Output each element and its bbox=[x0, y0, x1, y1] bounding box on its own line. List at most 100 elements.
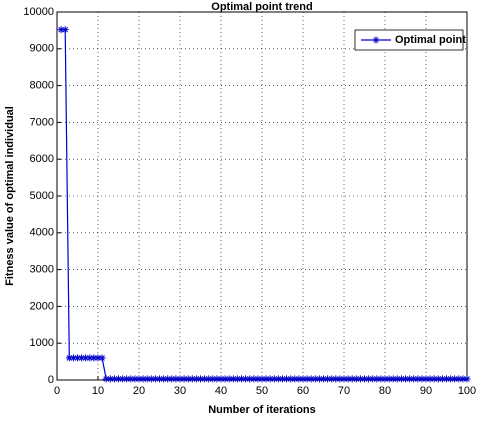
data-marker bbox=[57, 26, 65, 34]
data-marker bbox=[98, 354, 106, 362]
data-marker bbox=[352, 375, 360, 383]
x-tick-label: 60 bbox=[297, 385, 309, 397]
data-marker bbox=[65, 354, 73, 362]
data-marker bbox=[102, 375, 110, 383]
data-marker bbox=[311, 375, 319, 383]
data-marker bbox=[356, 375, 364, 383]
data-marker bbox=[320, 375, 327, 383]
data-marker bbox=[414, 375, 422, 383]
data-marker bbox=[393, 375, 401, 383]
data-marker bbox=[250, 375, 258, 383]
data-marker bbox=[270, 375, 278, 383]
y-tick-label: 7000 bbox=[30, 116, 54, 128]
data-marker bbox=[184, 375, 192, 383]
data-marker bbox=[147, 375, 155, 383]
data-marker bbox=[168, 375, 176, 383]
data-marker bbox=[295, 375, 303, 383]
data-marker bbox=[213, 375, 221, 383]
data-marker bbox=[217, 375, 225, 383]
data-marker bbox=[156, 375, 163, 383]
data-marker bbox=[315, 375, 323, 383]
data-marker bbox=[406, 375, 414, 383]
y-axis-label: Fitness value of optimal individual bbox=[4, 106, 16, 286]
x-tick-label: 20 bbox=[133, 385, 145, 397]
data-marker bbox=[123, 375, 131, 383]
y-tick-label: 2000 bbox=[30, 300, 54, 312]
data-marker bbox=[451, 375, 459, 383]
data-marker bbox=[69, 354, 77, 362]
y-tick-label: 0 bbox=[48, 374, 54, 386]
data-marker bbox=[233, 375, 241, 383]
legend-marker bbox=[372, 36, 380, 44]
legend-box bbox=[354, 29, 464, 51]
x-tick-label: 50 bbox=[256, 385, 268, 397]
data-marker bbox=[131, 375, 139, 383]
data-marker bbox=[365, 375, 373, 383]
y-tick-label: 4000 bbox=[30, 227, 54, 239]
data-marker bbox=[110, 375, 118, 383]
data-marker bbox=[274, 375, 282, 383]
data-marker bbox=[139, 375, 147, 383]
data-marker bbox=[369, 375, 377, 383]
data-marker bbox=[164, 375, 172, 383]
legend-label: Optimal point bbox=[395, 34, 466, 46]
data-marker bbox=[246, 375, 254, 383]
y-tick-label: 3000 bbox=[30, 264, 54, 276]
data-marker bbox=[176, 375, 184, 383]
data-marker bbox=[389, 375, 397, 383]
x-axis-label: Number of iterations bbox=[208, 404, 316, 416]
data-marker bbox=[422, 375, 430, 383]
data-marker bbox=[180, 375, 188, 383]
x-tick-label: 0 bbox=[54, 385, 60, 397]
data-marker bbox=[397, 375, 405, 383]
data-marker bbox=[225, 375, 233, 383]
data-marker bbox=[332, 375, 340, 383]
data-marker bbox=[463, 375, 471, 383]
x-tick-label: 100 bbox=[458, 385, 476, 397]
data-marker bbox=[443, 375, 450, 383]
x-tick-label: 30 bbox=[174, 385, 186, 397]
data-marker bbox=[447, 375, 455, 383]
data-marker bbox=[291, 375, 299, 383]
data-marker bbox=[229, 375, 237, 383]
data-marker bbox=[328, 375, 336, 383]
data-marker bbox=[418, 375, 426, 383]
data-marker bbox=[410, 375, 418, 383]
data-marker bbox=[160, 375, 168, 383]
data-marker bbox=[459, 375, 467, 383]
data-marker bbox=[74, 354, 81, 362]
data-marker bbox=[324, 375, 332, 383]
data-marker bbox=[127, 375, 135, 383]
chart-title: Optimal point trend bbox=[211, 1, 312, 13]
data-marker bbox=[78, 354, 86, 362]
data-marker bbox=[192, 375, 200, 383]
data-marker bbox=[336, 375, 344, 383]
x-tick-label: 10 bbox=[92, 385, 104, 397]
data-marker bbox=[279, 375, 286, 383]
data-marker bbox=[348, 375, 356, 383]
data-marker bbox=[135, 375, 143, 383]
data-marker bbox=[434, 375, 442, 383]
data-marker bbox=[426, 375, 434, 383]
data-marker bbox=[254, 375, 262, 383]
y-tick-label: 10000 bbox=[23, 6, 54, 18]
data-marker bbox=[258, 375, 266, 383]
data-marker bbox=[340, 375, 348, 383]
data-marker bbox=[143, 375, 151, 383]
data-marker bbox=[201, 375, 209, 383]
data-marker bbox=[172, 375, 180, 383]
data-marker bbox=[115, 375, 122, 383]
data-marker bbox=[266, 375, 274, 383]
data-marker bbox=[119, 375, 127, 383]
data-marker bbox=[303, 375, 311, 383]
data-marker bbox=[61, 26, 69, 34]
y-tick-label: 6000 bbox=[30, 153, 54, 165]
data-marker bbox=[86, 354, 94, 362]
data-marker bbox=[197, 375, 204, 383]
data-marker bbox=[94, 354, 102, 362]
x-tick-label: 80 bbox=[379, 385, 391, 397]
data-marker bbox=[90, 354, 98, 362]
y-tick-label: 8000 bbox=[30, 80, 54, 92]
data-marker bbox=[307, 375, 315, 383]
